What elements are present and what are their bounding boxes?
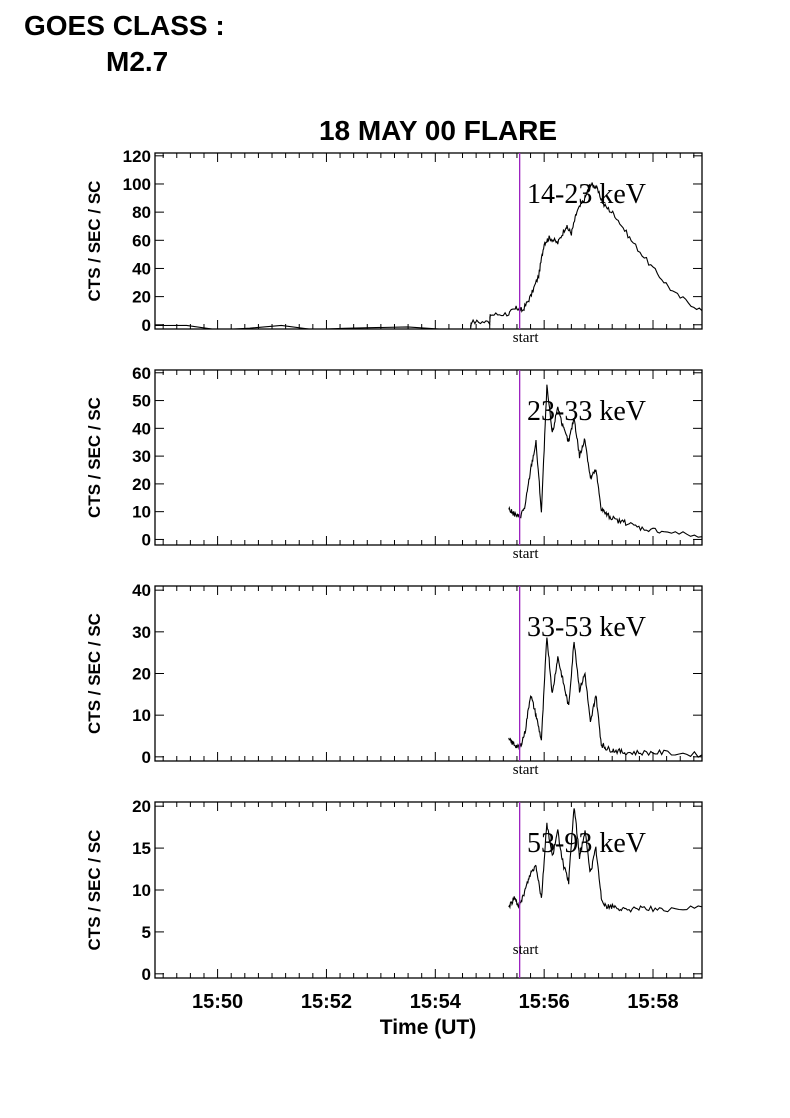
y-tick-label: 20 [132,288,151,307]
y-tick-label: 30 [132,447,151,466]
y-tick-label: 10 [132,706,151,725]
y-tick-label: 30 [132,623,151,642]
x-tick-label: 15:50 [192,991,243,1013]
y-axis-label: CTS / SEC / SC [85,397,104,518]
energy-band-label: 53-93 keV [527,828,646,859]
y-tick-label: 10 [132,881,151,900]
y-tick-label: 40 [132,259,151,278]
goes-class-label: GOES CLASS : [24,10,225,41]
x-tick-label: 15:56 [519,991,570,1013]
y-tick-label: 5 [142,923,151,942]
panel-1: 0 20 40 60 80 100 120 CTS / SEC / SC start 14-23 … [85,147,703,346]
y-tick-label: 60 [132,231,151,250]
y-tick-label: 40 [132,419,151,438]
y-tick-label: 20 [132,475,151,494]
series-line [508,384,702,538]
energy-band-label: 23-33 keV [527,396,646,427]
y-tick-label: 10 [132,503,151,522]
series-line [155,182,702,329]
energy-band-label: 33-53 keV [527,612,646,643]
panel-3: 0 10 20 30 40 CTS / SEC / SC start 33-53 keV [85,581,703,778]
start-marker-label: start [513,942,540,958]
y-tick-label: 100 [123,175,151,194]
panel-frame [154,369,703,546]
goes-class-value: M2.7 [106,46,169,77]
series-line [508,637,702,758]
y-tick-label: 80 [132,203,151,222]
goes-class-heading: GOES CLASS : M2.7 [24,8,225,80]
y-tick-label: 60 [132,364,151,383]
y-axis-label: CTS / SEC / SC [85,613,104,734]
y-tick-label: 20 [132,665,151,684]
y-tick-label: 0 [142,530,151,549]
x-tick-label: 15:52 [301,991,352,1013]
y-tick-label: 20 [132,797,151,816]
start-marker-label: start [513,762,540,778]
start-marker-label: start [513,546,540,562]
energy-band-label: 14-23 keV [527,179,646,210]
y-tick-label: 0 [142,965,151,984]
y-tick-label: 120 [123,147,151,166]
x-tick-label: 15:54 [410,991,462,1013]
panel-2: 0 10 20 30 40 50 60 CTS / SEC / SC start 23-33 ke… [85,364,703,562]
y-tick-label: 15 [132,839,151,858]
y-tick-label: 0 [142,316,151,335]
x-axis-label: Time (UT) [380,1016,476,1039]
chart-title: 18 MAY 00 FLARE [319,115,557,146]
x-tick-label: 15:58 [627,991,678,1013]
y-tick-label: 0 [142,748,151,767]
y-tick-label: 40 [132,581,151,600]
y-axis-label: CTS / SEC / SC [85,830,104,951]
start-marker-label: start [513,330,540,346]
panel-4: 0 5 10 15 20 CTS / SEC / SC start 53-93 keV [85,797,703,984]
series-line [508,808,702,913]
y-axis-label: CTS / SEC / SC [85,181,104,302]
panel-frame [154,152,703,330]
y-tick-label: 50 [132,392,151,411]
